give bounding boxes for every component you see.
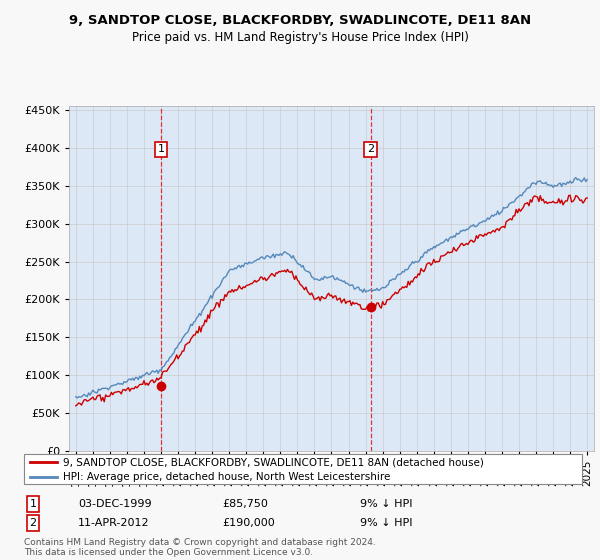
- Text: 9% ↓ HPI: 9% ↓ HPI: [360, 499, 413, 509]
- Text: 9, SANDTOP CLOSE, BLACKFORDBY, SWADLINCOTE, DE11 8AN (detached house): 9, SANDTOP CLOSE, BLACKFORDBY, SWADLINCO…: [63, 457, 484, 467]
- Text: £85,750: £85,750: [222, 499, 268, 509]
- Text: 03-DEC-1999: 03-DEC-1999: [78, 499, 152, 509]
- Text: £190,000: £190,000: [222, 518, 275, 528]
- Text: Price paid vs. HM Land Registry's House Price Index (HPI): Price paid vs. HM Land Registry's House …: [131, 31, 469, 44]
- Text: HPI: Average price, detached house, North West Leicestershire: HPI: Average price, detached house, Nort…: [63, 472, 391, 482]
- Text: 11-APR-2012: 11-APR-2012: [78, 518, 149, 528]
- Text: 2: 2: [29, 518, 37, 528]
- Text: 9% ↓ HPI: 9% ↓ HPI: [360, 518, 413, 528]
- Text: Contains HM Land Registry data © Crown copyright and database right 2024.
This d: Contains HM Land Registry data © Crown c…: [24, 538, 376, 557]
- Text: 2: 2: [367, 144, 374, 155]
- Text: 9, SANDTOP CLOSE, BLACKFORDBY, SWADLINCOTE, DE11 8AN: 9, SANDTOP CLOSE, BLACKFORDBY, SWADLINCO…: [69, 14, 531, 27]
- Text: 1: 1: [158, 144, 164, 155]
- Text: 1: 1: [29, 499, 37, 509]
